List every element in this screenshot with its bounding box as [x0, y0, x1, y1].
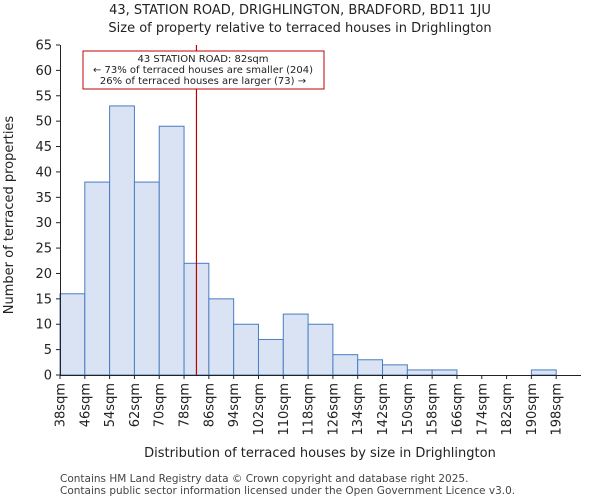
x-tick-label: 190sqm [525, 383, 540, 436]
x-tick-label: 174sqm [475, 383, 490, 436]
bar-70sqm [158, 125, 185, 376]
chart-subtitle: Size of property relative to terraced ho… [108, 21, 491, 36]
y-tick-label: 25 [35, 242, 52, 257]
x-axis-label: Distribution of terraced houses by size … [144, 446, 496, 461]
x-tick-label: 126sqm [326, 383, 341, 436]
y-tick-label: 45 [35, 140, 52, 155]
bar-62sqm [133, 181, 160, 376]
x-tick-label: 158sqm [426, 383, 441, 436]
y-tick-label: 50 [35, 115, 52, 130]
y-tick-label: 35 [35, 191, 52, 206]
x-tick-label: 110sqm [277, 383, 292, 436]
x-axis-ticks: 38sqm 46sqm 54sqm 62sqm 70sqm 78sqm 86sqm 94sqm… [54, 375, 565, 436]
bar-150sqm [406, 369, 433, 376]
y-axis-label: Number of terraced properties [2, 116, 17, 315]
y-tick-label: 20 [35, 267, 52, 282]
y-tick-label: 60 [35, 64, 52, 79]
x-tick-label: 182sqm [500, 383, 515, 436]
x-tick-label: 78sqm [178, 383, 193, 427]
bar-94sqm [233, 323, 259, 376]
x-tick-label: 38sqm [54, 383, 69, 427]
x-tick-label: 46sqm [78, 383, 93, 427]
x-tick-label: 94sqm [227, 383, 242, 427]
y-tick-label: 30 [35, 216, 52, 231]
annotation-line-3: 26% of terraced houses are larger (73) → [100, 76, 306, 87]
x-tick-label: 62sqm [128, 383, 143, 427]
x-tick-label: 54sqm [103, 383, 118, 427]
y-tick-label: 10 [35, 318, 52, 333]
y-tick-label: 55 [35, 89, 52, 104]
bar-190sqm [530, 369, 557, 376]
x-tick-label: 118sqm [302, 383, 317, 436]
bars [59, 105, 557, 376]
y-tick-label: 0 [44, 369, 52, 384]
x-tick-label: 150sqm [401, 383, 416, 436]
x-tick-label: 142sqm [376, 383, 391, 436]
annotation-box [82, 50, 325, 90]
y-tick-label: 5 [44, 343, 52, 358]
bar-46sqm [84, 181, 111, 376]
y-tick-label: 40 [35, 165, 52, 180]
x-tick-label: 134sqm [351, 383, 366, 436]
bar-134sqm [357, 359, 384, 376]
bar-86sqm [208, 298, 235, 376]
y-axis-ticks: 0 5 10 15 20 25 30 35 40 45 50 55 60 65 [35, 39, 60, 384]
x-tick-label: 86sqm [202, 383, 217, 427]
annotation-line-2: ← 73% of terraced houses are smaller (20… [93, 65, 313, 76]
x-tick-label: 166sqm [450, 383, 465, 436]
x-tick-label: 70sqm [153, 383, 168, 427]
footer-line-1: Contains HM Land Registry data © Crown c… [60, 473, 468, 485]
x-tick-label: 198sqm [550, 383, 565, 436]
bar-142sqm [382, 364, 408, 376]
bar-102sqm [257, 338, 284, 376]
footer-line-2: Contains public sector information licen… [60, 485, 515, 497]
y-tick-label: 15 [35, 292, 52, 307]
bar-110sqm [282, 313, 309, 376]
bar-158sqm [431, 369, 458, 376]
annotation-line-1: 43 STATION ROAD: 82sqm [138, 54, 269, 65]
bar-126sqm [332, 354, 359, 376]
x-tick-label: 102sqm [252, 383, 267, 436]
y-tick-label: 65 [35, 39, 52, 54]
bar-118sqm [307, 323, 334, 376]
chart-title: 43, STATION ROAD, DRIGHLINGTON, BRADFORD… [109, 3, 491, 18]
bar-38sqm [59, 293, 86, 376]
bar-54sqm [109, 105, 135, 376]
